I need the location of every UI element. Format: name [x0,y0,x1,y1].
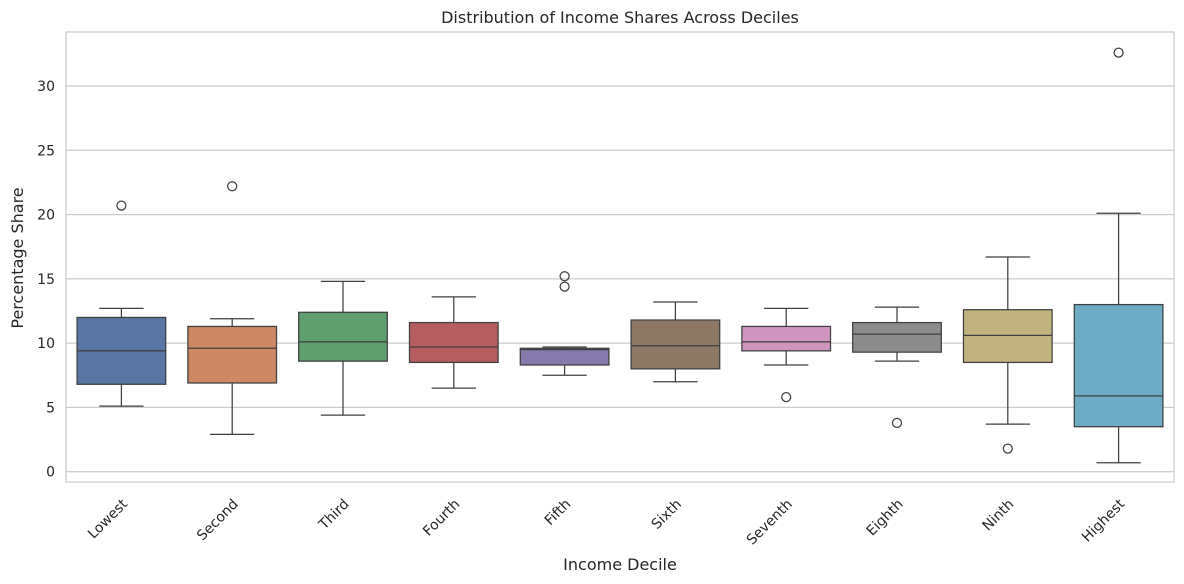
iqr-box [187,325,278,384]
iqr-box [298,311,388,362]
iqr-box [519,347,610,366]
y-tick-label: 5 [46,400,55,416]
x-tick-label: Highest [1079,496,1129,546]
y-tick-label: 10 [37,336,55,352]
x-tick-label: Second [194,496,242,544]
x-tick-label: Third [315,496,352,533]
outlier-point [559,271,570,282]
box-ninth [962,256,1053,454]
iqr-box [1073,303,1164,428]
box-seventh [741,307,832,403]
y-axis-label: Percentage Share [8,187,27,328]
x-axis: Lowest Second Third Fourth Fifth Sixth Seventh… [85,496,1128,548]
boxes [76,47,1164,464]
box-lowest [76,200,167,407]
x-tick-label: Sixth [649,496,685,532]
x-tick-label: Lowest [85,496,131,542]
box-eighth [852,306,942,428]
y-tick-label: 30 [37,79,55,95]
outlier-point [227,181,238,192]
iqr-box [630,319,721,370]
x-tick-label: Ninth [980,496,1018,534]
y-tick-label: 20 [37,208,55,224]
box-fourth [408,296,499,389]
plot-area [65,31,1175,483]
box-third [298,280,388,416]
y-tick-label: 25 [37,143,55,159]
y-axis: 0 5 10 15 20 25 30 [37,79,55,481]
y-tick-label: 15 [37,272,55,288]
chart-title: Distribution of Income Shares Across Dec… [441,8,799,27]
outlier-point [1002,443,1013,454]
x-tick-label: Fifth [542,496,575,529]
iqr-box [852,321,942,353]
x-tick-label: Seventh [744,496,796,548]
y-tick-label: 0 [46,465,55,481]
outlier-point [1113,47,1124,58]
iqr-box [962,309,1053,364]
x-tick-label: Fourth [420,496,463,539]
x-tick-label: Eighth [864,496,907,539]
box-fifth [519,271,610,376]
outlier-point [781,392,792,403]
iqr-box [408,321,499,364]
box-highest [1073,47,1164,464]
outlier-point [891,417,903,428]
outlier-point [116,200,127,211]
box-second [187,181,278,436]
outlier-point [559,281,570,292]
iqr-box [741,325,832,352]
x-axis-label: Income Decile [563,555,677,574]
box-sixth [630,301,721,383]
